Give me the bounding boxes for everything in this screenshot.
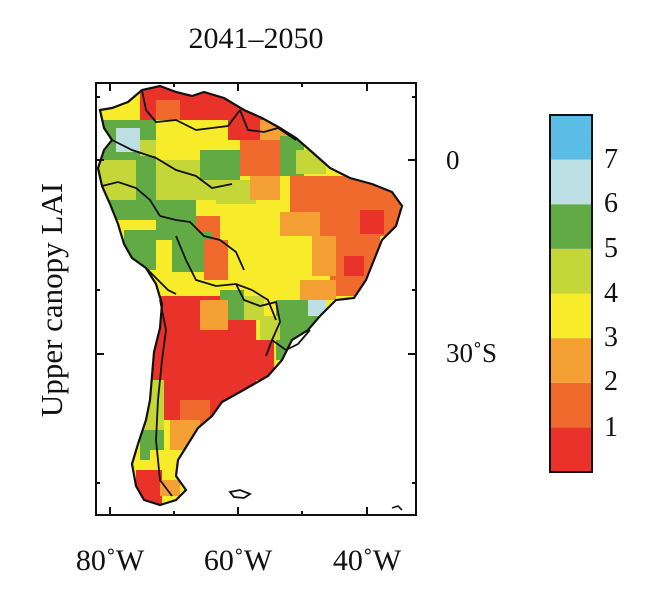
border-guianas bbox=[239, 109, 297, 141]
colorbar-segment-8 bbox=[550, 115, 592, 160]
lon-label-60w: 60˚W bbox=[203, 544, 273, 577]
border-chile-argentina bbox=[155, 299, 173, 497]
cell-block bbox=[98, 160, 136, 200]
country-borders bbox=[101, 89, 311, 497]
cell-block bbox=[140, 86, 240, 120]
colorbar-tick-5: 5 bbox=[604, 233, 618, 264]
cell-block bbox=[204, 240, 228, 280]
cell-block bbox=[140, 140, 156, 156]
cell-block bbox=[344, 256, 364, 276]
falkland-islands bbox=[228, 489, 252, 499]
cell-block bbox=[216, 180, 256, 204]
cell-block bbox=[312, 236, 336, 276]
cell-block bbox=[240, 140, 280, 176]
colorbar-tick-6: 6 bbox=[604, 188, 618, 219]
cell-block bbox=[308, 300, 326, 316]
colorbar-segment-5 bbox=[550, 248, 592, 294]
lon-label-40w: 40˚W bbox=[332, 544, 402, 577]
cell-block bbox=[200, 300, 228, 330]
colorbar-tick-4: 4 bbox=[604, 278, 618, 309]
colorbar-segment-4 bbox=[550, 293, 592, 339]
colorbar-segment-3 bbox=[550, 338, 592, 383]
island-outline bbox=[391, 505, 403, 511]
colorbar-tick-7: 7 bbox=[604, 144, 618, 175]
cell-block bbox=[250, 176, 280, 200]
cell-block bbox=[160, 480, 180, 496]
colorbar-segment-7 bbox=[550, 159, 592, 205]
border-ecuador bbox=[101, 181, 161, 217]
lat-label-0: 0 bbox=[446, 145, 460, 175]
colorbar-segment-6 bbox=[550, 204, 592, 249]
cell-block bbox=[280, 212, 320, 236]
frame-ticks bbox=[96, 83, 416, 515]
colorbar-segment-1 bbox=[550, 427, 592, 472]
cell-block bbox=[170, 420, 200, 450]
lai-raster bbox=[98, 86, 402, 505]
border-brazil-uruguay bbox=[271, 329, 311, 352]
cell-block bbox=[300, 280, 336, 300]
lat-label-30s: 30˚S bbox=[446, 338, 498, 368]
map-frame bbox=[95, 82, 417, 516]
cell-block bbox=[156, 100, 180, 120]
cell-block bbox=[200, 150, 240, 180]
colorbar-tick-2: 2 bbox=[604, 366, 618, 397]
lon-label-80w: 80˚W bbox=[75, 544, 145, 577]
colorbar bbox=[549, 114, 593, 473]
border-venezuela bbox=[141, 89, 241, 131]
border-bolivia bbox=[175, 235, 277, 321]
map-title: 2041–2050 bbox=[188, 22, 324, 55]
border-peru-brazil bbox=[159, 215, 245, 271]
border-colombia-peru bbox=[111, 139, 233, 189]
colorbar-tick-1: 1 bbox=[604, 412, 618, 443]
colorbar-tick-3: 3 bbox=[604, 322, 618, 353]
cell-block bbox=[296, 150, 326, 174]
colorbar-segment-2 bbox=[550, 382, 592, 428]
colorbar-frame bbox=[549, 114, 593, 473]
border-peru-chile bbox=[145, 267, 177, 295]
cell-block bbox=[360, 210, 384, 234]
